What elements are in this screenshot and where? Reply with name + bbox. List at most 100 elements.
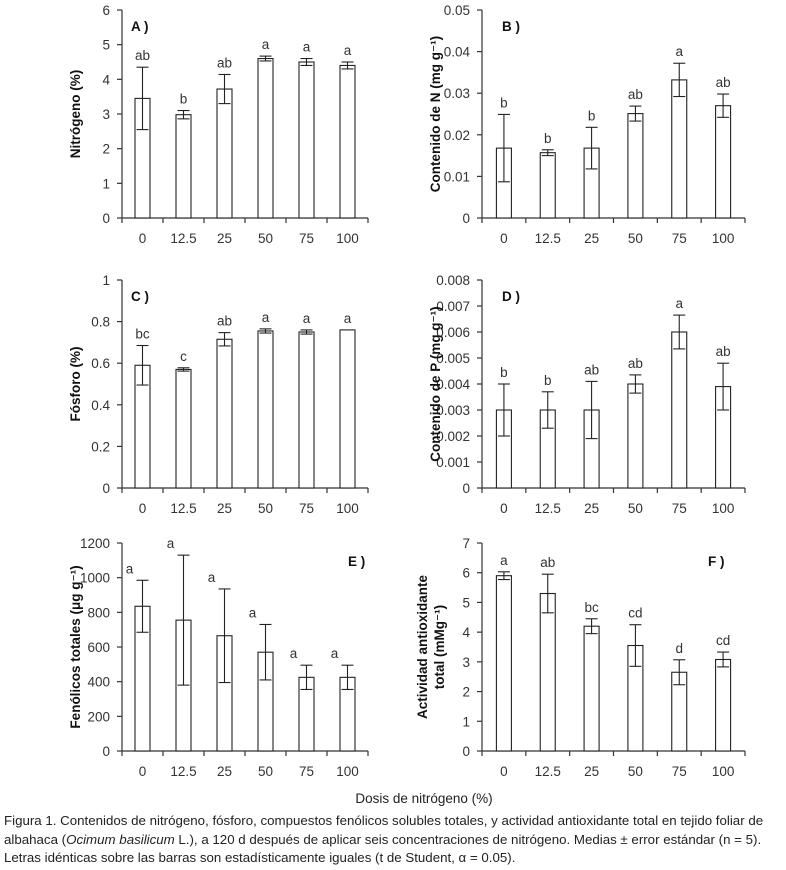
bar [298, 61, 315, 219]
panel-label: E ) [348, 554, 365, 569]
x-category-label: 25 [584, 501, 599, 516]
x-category-label: 12.5 [170, 501, 196, 516]
y-tick-label: 0.004 [436, 377, 470, 392]
significance-letter: b [544, 131, 552, 146]
y-tick-label: 1 [462, 714, 470, 729]
y-tick-label: 3 [462, 655, 470, 670]
significance-letter: ab [135, 48, 150, 63]
significance-letter: a [303, 40, 311, 55]
significance-letter: b [180, 92, 188, 107]
chart-panel-2: 0 0.01 0.02 0.03 0.04 0.05 b 0 b 12.5 b 25 ab 50 a 75 ab… [428, 3, 746, 246]
significance-letter: cd [628, 606, 642, 621]
bar [627, 113, 644, 219]
x-category-label: 0 [500, 501, 508, 516]
x-category-label: 25 [217, 501, 232, 516]
panel-label: B ) [502, 19, 520, 34]
chart-panel-6: 0 1 2 3 4 5 6 7 a 0 ab 12.5 bc 25 cd 50 d 75 cd 100 F ) Activ… [415, 536, 746, 779]
significance-letter: a [167, 536, 175, 551]
bar [539, 592, 556, 752]
y-tick-label: 7 [462, 536, 470, 551]
y-axis-title: Actividad antioxidante [415, 574, 430, 719]
significance-letter: a [290, 646, 298, 661]
x-category-label: 12.5 [535, 501, 561, 516]
x-category-label: 100 [712, 501, 735, 516]
panel-label: A ) [131, 19, 149, 34]
significance-letter: a [344, 311, 352, 326]
bar [257, 330, 274, 489]
y-tick-label: 0 [102, 744, 110, 759]
x-category-label: 50 [628, 764, 643, 779]
x-category-label: 12.5 [535, 764, 561, 779]
bar [339, 329, 356, 489]
y-tick-label: 0.01 [444, 169, 470, 184]
x-category-label: 12.5 [170, 764, 196, 779]
y-tick-label: 1200 [80, 536, 110, 551]
x-category-label: 100 [712, 231, 735, 246]
x-category-label: 0 [500, 231, 508, 246]
y-tick-label: 4 [462, 625, 470, 640]
bar [339, 64, 356, 219]
caption-text-1: Figura 1. Contenidos de nitrógeno, fósfo… [4, 813, 764, 847]
chart-panel-4: 0 0.001 0.002 0.003 0.004 0.005 0.006 0.007 0.00… [428, 273, 746, 516]
caption-species-name: Ocimum basilicum [66, 831, 175, 847]
y-axis-title: Fósforo (%) [68, 347, 83, 422]
y-tick-label: 0 [462, 744, 470, 759]
significance-letter: ab [540, 555, 555, 570]
figure-canvas: Dosis de nitrógeno (%) 0123456ab0b12.5ab… [68, 3, 746, 806]
y-tick-label: 3 [102, 107, 110, 122]
x-category-label: 12.5 [170, 231, 196, 246]
x-category-label: 50 [628, 501, 643, 516]
significance-letter: ab [716, 344, 731, 359]
y-tick-label: 0.8 [91, 315, 110, 330]
y-tick-label: 400 [87, 675, 110, 690]
y-tick-label: 6 [102, 3, 110, 18]
significance-letter: a [675, 44, 683, 59]
chart-panel-5: 0 200 400 600 800 1000 1200 a 0 a 12.5 a 25 a 50 a 75 a 10… [68, 536, 369, 779]
significance-letter: a [331, 646, 339, 661]
x-category-label: 0 [500, 764, 508, 779]
x-category-label: 75 [299, 501, 314, 516]
significance-letter: a [344, 43, 352, 58]
x-category-label: 0 [139, 764, 147, 779]
significance-letter: a [249, 605, 257, 620]
y-tick-label: 600 [87, 640, 110, 655]
y-tick-label: 0 [462, 481, 470, 496]
y-tick-label: 0 [102, 481, 110, 496]
y-tick-label: 2 [102, 142, 110, 157]
significance-letter: a [675, 296, 683, 311]
y-tick-label: 5 [102, 38, 110, 53]
x-category-label: 50 [258, 231, 273, 246]
significance-letter: cd [716, 633, 730, 648]
bar [539, 152, 556, 219]
y-tick-label: 200 [87, 709, 110, 724]
bar [495, 575, 512, 752]
significance-letter: a [126, 561, 134, 576]
y-tick-label: 0.05 [444, 3, 470, 18]
x-category-label: 75 [672, 501, 687, 516]
significance-letter: a [303, 311, 311, 326]
x-category-label: 50 [258, 501, 273, 516]
y-tick-label: 0.005 [436, 351, 470, 366]
bar [175, 114, 192, 219]
significance-letter: b [588, 108, 596, 123]
x-category-label: 25 [584, 764, 599, 779]
x-category-label: 0 [139, 231, 147, 246]
bar [216, 88, 233, 219]
y-tick-label: 0 [462, 211, 470, 226]
bar [671, 79, 688, 219]
bar [627, 383, 644, 489]
x-category-label: 75 [299, 764, 314, 779]
y-tick-label: 0.04 [444, 45, 471, 60]
x-category-label: 50 [258, 764, 273, 779]
significance-letter: a [500, 553, 508, 568]
x-category-label: 25 [217, 764, 232, 779]
y-tick-label: 0.2 [91, 439, 110, 454]
significance-letter: ab [217, 55, 232, 70]
x-category-label: 100 [712, 764, 735, 779]
y-axis-title: Fenólicos totales (μg g⁻¹) [68, 565, 83, 728]
y-tick-label: 0 [102, 211, 110, 226]
panel-label: F ) [708, 554, 725, 569]
bar [175, 368, 192, 489]
x-category-label: 25 [217, 231, 232, 246]
significance-letter: d [675, 641, 683, 656]
